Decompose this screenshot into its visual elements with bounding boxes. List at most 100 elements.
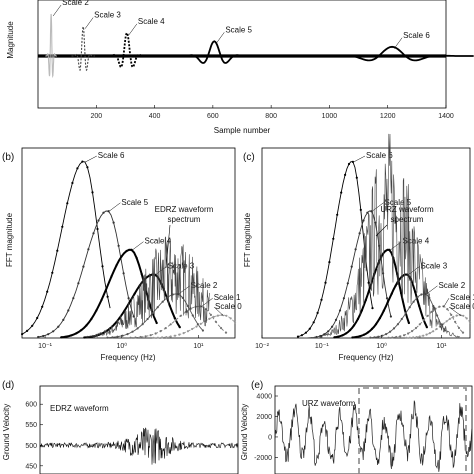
panel-b-point <box>37 335 40 339</box>
panel-c-point <box>333 336 336 339</box>
panel-b-point <box>219 326 223 330</box>
panel-a: Scale 2 Scale 3 Scale 4 Scale 5 Scale 6 200 4… <box>6 0 474 135</box>
panel-b-point <box>173 334 177 337</box>
panel-c-spectrum-label: URZ waveform <box>380 205 434 214</box>
panel-b-point <box>195 325 198 328</box>
panel-b-point <box>77 282 80 285</box>
panel-c-point <box>396 323 399 326</box>
panel-b-series-label: Scale 2 <box>191 281 218 290</box>
panel-b-point <box>229 317 232 320</box>
panel-c-tick-label: 10⁻¹ <box>315 343 329 350</box>
panel-b-point <box>161 336 164 339</box>
panel-e: (e) 4000 2000 0 -2000 URZ waveform Ground V… <box>240 380 473 474</box>
panel-c-point <box>362 219 365 222</box>
panel-a-series-label: Scale 5 <box>225 25 252 34</box>
panel-b-point <box>201 329 204 332</box>
panel-b-point <box>92 232 95 235</box>
panel-c-point <box>418 323 421 326</box>
panel-a-series-label: Scale 4 <box>138 17 165 26</box>
panel-a-tick-label: 200 <box>90 113 102 120</box>
panel-b-label-pointer <box>108 202 121 212</box>
panel-b-point <box>161 300 164 303</box>
panel-c-point <box>308 327 311 330</box>
panel-b-point <box>67 309 70 312</box>
panel-c-point <box>414 290 417 293</box>
panel-c-point <box>316 311 319 314</box>
panel-b-point <box>165 336 168 339</box>
panel-c-point <box>347 162 351 166</box>
panel-c-point <box>355 176 358 179</box>
panel-e-label: (e) <box>251 380 263 391</box>
panel-c-point <box>412 300 415 303</box>
panel-b-point <box>57 325 60 328</box>
panel-c-point <box>436 314 439 317</box>
panel-b-point <box>156 336 159 339</box>
panel-b-point <box>85 324 88 327</box>
panel-b-point <box>102 211 105 214</box>
panel-c-point <box>366 211 369 214</box>
panel-c-point <box>387 336 390 339</box>
panel-d-title: EDRZ waveform <box>50 404 109 413</box>
panel-c-point <box>350 265 353 268</box>
panel-b-point <box>106 336 109 339</box>
panel-c-label-pointer <box>443 298 450 308</box>
panel-e-tick-label: 0 <box>268 434 272 441</box>
panel-c-point <box>438 305 441 308</box>
panel-c-point <box>320 298 323 301</box>
panel-d-yticks: 600 550 500 450 <box>25 402 43 470</box>
panel-c-point <box>382 272 385 275</box>
panel-b-point <box>149 334 152 337</box>
panel-c-point <box>360 309 363 312</box>
panel-c-point <box>389 330 392 333</box>
panel-c-xticks: 10⁻² 10⁻¹ 10⁰ 10¹ <box>255 335 447 350</box>
panel-b-point <box>129 336 132 339</box>
panel-a-label-pointer <box>52 4 62 17</box>
panel-b-point <box>179 314 182 317</box>
panel-b-point <box>117 244 120 247</box>
panel-a-tick-label: 1000 <box>322 113 338 120</box>
panel-b-point <box>46 290 49 293</box>
panel-e-marks <box>274 400 473 472</box>
panel-c-point <box>421 317 425 320</box>
panel-b-point <box>135 256 138 259</box>
panel-c-point <box>356 317 360 320</box>
panel-e-tick-label: -2000 <box>254 455 272 462</box>
panel-a-frame <box>37 0 447 109</box>
panel-c-point <box>462 314 465 317</box>
panel-b-point <box>70 334 73 337</box>
panel-b-point <box>125 249 128 253</box>
panel-d-tick-label: 600 <box>25 402 37 409</box>
panel-c-tick-label: 10¹ <box>436 343 447 350</box>
panel-e-ylabel: Ground Velocity <box>240 404 249 460</box>
panel-c-point <box>374 221 377 224</box>
panel-b-point <box>146 317 149 321</box>
panel-b-point <box>80 329 83 332</box>
panel-c-point <box>342 297 345 300</box>
panel-a-series-label: Scale 3 <box>94 11 121 20</box>
panel-c-point <box>370 327 374 330</box>
panel-c-point <box>352 324 356 327</box>
panel-b-point <box>120 255 123 258</box>
panel-b-point <box>168 304 171 307</box>
panel-b-label-pointer <box>200 297 213 308</box>
panel-c-point <box>385 297 389 300</box>
panel-b-point <box>113 323 116 326</box>
panel-c-point <box>324 281 327 284</box>
panel-b-point <box>212 315 215 318</box>
panel-b-point <box>136 327 139 330</box>
panel-a-series-label: Scale 2 <box>62 0 89 7</box>
panel-b-point <box>111 336 114 339</box>
panel-c-point <box>422 334 425 337</box>
panel-d-frame <box>39 385 239 474</box>
panel-c-point <box>425 326 428 329</box>
panel-b-point <box>152 336 155 339</box>
panel-b-point <box>154 332 157 335</box>
panel-c-point <box>336 213 339 216</box>
panel-a-tick-label: 1200 <box>380 113 396 120</box>
panel-c-point <box>359 335 362 338</box>
panel-b-point <box>116 335 119 338</box>
panel-c-point <box>418 335 421 338</box>
panel-c-point <box>312 321 315 324</box>
panel-b-label-pointer <box>131 241 144 251</box>
